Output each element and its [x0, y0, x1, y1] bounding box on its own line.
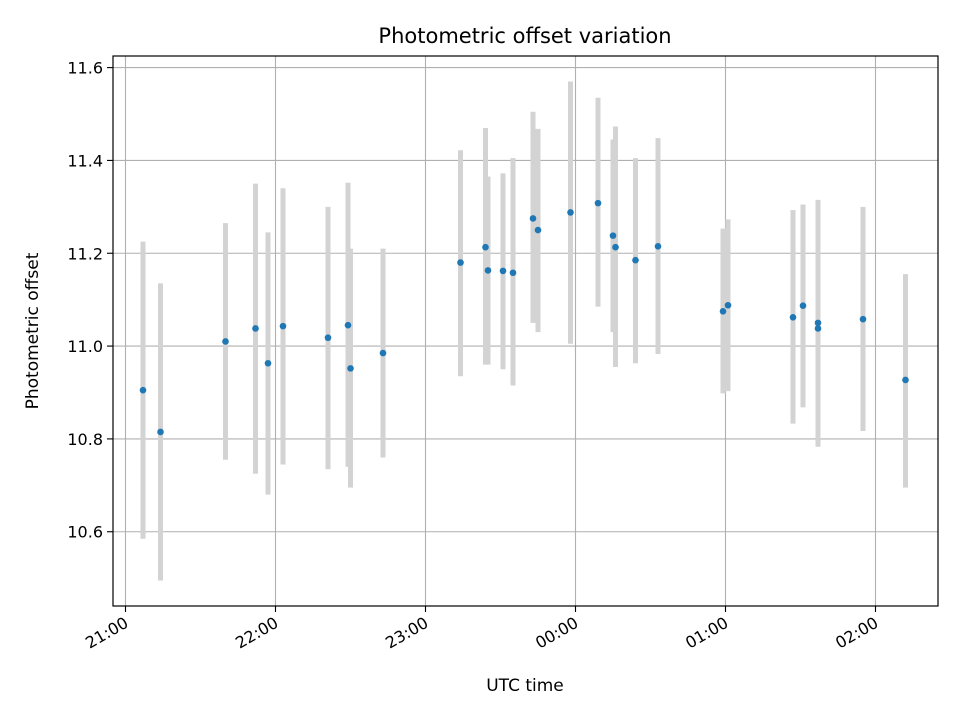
data-point [482, 243, 489, 251]
data-point [567, 209, 574, 216]
data-point [347, 365, 354, 372]
data-point [654, 242, 662, 250]
data-point [457, 259, 464, 266]
data-point [157, 428, 164, 436]
data-point [719, 307, 727, 315]
data-point [814, 325, 822, 332]
data-point [799, 302, 807, 310]
data-point [252, 325, 259, 332]
data-point [222, 338, 229, 345]
x-axis-label: UTC time [486, 676, 564, 696]
data-point [279, 322, 287, 330]
y-axis-label: Photometric offset [23, 252, 43, 409]
data-point [324, 334, 332, 342]
data-points [139, 199, 909, 436]
data-point [789, 314, 797, 321]
data-point [612, 243, 619, 251]
y-tick-label: 10.8 [67, 430, 103, 449]
data-point [609, 232, 617, 239]
data-point [344, 321, 352, 329]
data-point [534, 226, 542, 234]
y-tick-label: 11.4 [67, 151, 103, 170]
y-tick-label: 10.6 [67, 523, 103, 542]
y-tick-label: 11.2 [67, 244, 103, 263]
data-point [594, 199, 602, 207]
data-point [139, 386, 147, 394]
chart-title: Photometric offset variation [378, 24, 671, 48]
axes-frame [112, 55, 939, 607]
data-point [724, 301, 732, 309]
y-tick-label: 11.6 [67, 59, 103, 78]
data-point [379, 349, 387, 357]
data-point [632, 256, 639, 264]
data-point [902, 376, 909, 384]
data-point [814, 319, 822, 327]
data-point [509, 269, 517, 277]
data-point [264, 359, 272, 367]
data-point [859, 315, 867, 323]
y-axis-ticks: 10.6 10.8 11.0 11.2 11.4 11.6 [67, 59, 113, 542]
data-point [484, 267, 492, 274]
y-tick-label: 11.0 [67, 337, 103, 356]
data-point [499, 267, 507, 275]
data-point [529, 215, 537, 222]
